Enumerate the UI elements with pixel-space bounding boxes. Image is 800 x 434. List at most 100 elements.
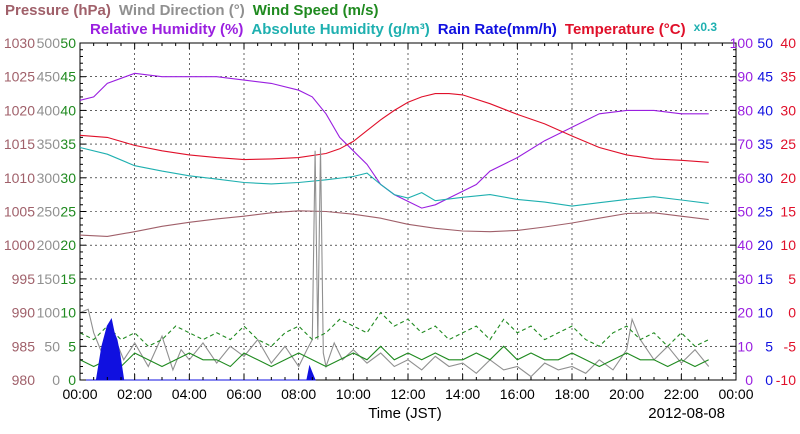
pressure-tick-label: 980 [12,372,36,388]
rain-rate-tick-label: 35 [757,136,773,152]
series-wind-speed-m-s [79,345,709,368]
wind-speed-tick-label: 15 [60,271,76,287]
temperature-tick-label: 10 [780,237,796,253]
title-segment: Wind Speed (m/s) [253,2,379,19]
wind-speed-tick-label: 0 [68,372,76,388]
temperature-tick-label: -10 [776,372,796,388]
rain-rate-tick-label: 50 [757,35,773,51]
wind-speed-tick-label: 30 [60,170,76,186]
wind-direction-tick-label: 350 [37,136,61,152]
x-tick-label: 20:00 [609,386,644,402]
title-segment: Wind Direction (°) [119,2,245,19]
rain-rate-tick-label: 25 [757,204,773,220]
rain-rate-tick-label: 45 [757,69,773,85]
temperature-tick-label: 35 [780,69,796,85]
subtitle-segment: Temperature (°C) [565,21,686,38]
humidity-tick-label: 60 [737,170,753,186]
subtitle-segment: Absolute Humidity (g/m³) [251,21,429,38]
humidity-tick-label: 90 [737,69,753,85]
wind-speed-tick-label: 50 [60,35,76,51]
series-wind-speed-m-s [79,311,709,348]
pressure-tick-label: 985 [12,338,36,354]
temperature-tick-label: 5 [788,271,796,287]
humidity-tick-label: 0 [745,372,753,388]
x-tick-label: 02:00 [117,386,152,402]
humidity-tick-label: 30 [737,271,753,287]
wind-speed-tick-label: 40 [60,102,76,118]
pressure-tick-label: 1005 [4,204,35,220]
x-tick-label: 08:00 [281,386,316,402]
x-tick-label: 06:00 [226,386,261,402]
wind-direction-tick-label: 250 [37,204,61,220]
humidity-tick-label: 10 [737,338,753,354]
x-tick-label: 22:00 [664,386,699,402]
rain-rate-tick-label: 30 [757,170,773,186]
wind-direction-tick-label: 0 [52,372,60,388]
humidity-tick-label: 20 [737,305,753,321]
chart-title-line1: Pressure (hPa) Wind Direction (°) Wind Spe… [5,2,378,19]
temperature-tick-label: 40 [780,35,796,51]
wind-speed-tick-label: 45 [60,69,76,85]
series-rain-rate [80,317,316,381]
pressure-tick-label: 1025 [4,69,35,85]
subtitle-segment: Rain Rate(mm/h) [438,21,557,38]
grid-lines [80,43,736,380]
temperature-tick-label: 25 [780,136,796,152]
rain-rate-tick-label: 20 [757,237,773,253]
wind-speed-tick-label: 10 [60,305,76,321]
humidity-tick-label: 80 [737,102,753,118]
title-segment: Pressure (hPa) [5,2,111,19]
temperature-tick-label: 30 [780,102,796,118]
wind-direction-tick-label: 450 [37,69,61,85]
rain-rate-tick-label: 5 [765,338,773,354]
pressure-tick-label: 1020 [4,102,35,118]
subtitle-segment: x0.3 [694,20,718,34]
pressure-tick-label: 990 [12,305,36,321]
pressure-tick-label: 1015 [4,136,35,152]
wind-speed-tick-label: 20 [60,237,76,253]
pressure-tick-label: 995 [12,271,36,287]
wind-direction-tick-label: 50 [44,338,60,354]
humidity-tick-label: 70 [737,136,753,152]
wind-direction-tick-label: 300 [37,170,61,186]
series-wind-direction [79,147,710,378]
temperature-tick-label: -5 [784,338,797,354]
x-tick-label: 18:00 [554,386,589,402]
series-absolute-humidity-g-m [79,146,709,207]
wind-speed-tick-label: 5 [68,338,76,354]
x-tick-label: 00:00 [62,386,97,402]
x-tick-label: 04:00 [172,386,207,402]
axis-labels: 1030102510201015101010051000995990985980… [4,35,796,402]
wind-speed-tick-label: 25 [60,204,76,220]
temperature-tick-label: 15 [780,204,796,220]
x-axis-label: Time (JST) [368,405,442,422]
humidity-tick-label: 50 [737,204,753,220]
chart-title-line2: Relative Humidity (%) Absolute Humidity (… [90,20,717,38]
wind-direction-tick-label: 100 [37,305,61,321]
humidity-tick-label: 40 [737,237,753,253]
x-tick-label: 14:00 [445,386,480,402]
data-series [79,72,710,381]
wind-direction-tick-label: 150 [37,271,61,287]
rain-rate-tick-label: 40 [757,102,773,118]
x-tick-label: 00:00 [718,386,753,402]
rain-rate-tick-label: 10 [757,305,773,321]
wind-direction-tick-label: 200 [37,237,61,253]
date-label: 2012-08-08 [648,405,725,422]
wind-direction-tick-label: 500 [37,35,61,51]
humidity-tick-label: 100 [730,35,754,51]
pressure-tick-label: 1030 [4,35,35,51]
subtitle-segment: Relative Humidity (%) [90,21,243,38]
temperature-tick-label: 0 [788,305,796,321]
x-tick-label: 16:00 [500,386,535,402]
series-temperature-c [79,93,709,163]
pressure-tick-label: 1010 [4,170,35,186]
pressure-tick-label: 1000 [4,237,35,253]
temperature-tick-label: 20 [780,170,796,186]
wind-speed-tick-label: 35 [60,136,76,152]
rain-rate-tick-label: 15 [757,271,773,287]
x-tick-label: 12:00 [390,386,425,402]
series-pressure-hpa [79,210,709,237]
rain-rate-tick-label: 0 [765,372,773,388]
